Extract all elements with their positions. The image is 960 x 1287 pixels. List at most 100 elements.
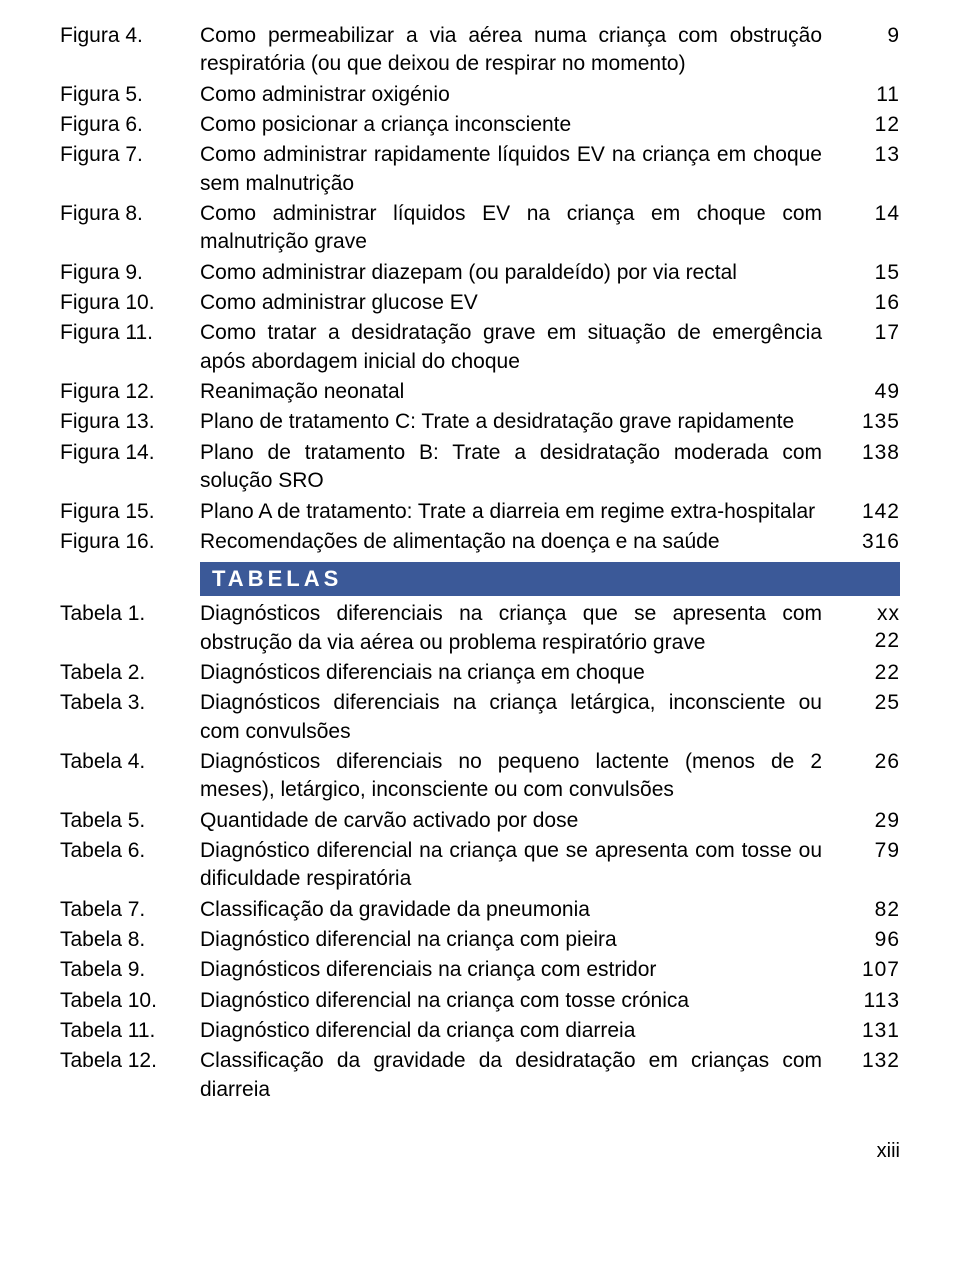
item-label: Tabela 3. <box>60 689 200 717</box>
item-page: 22 <box>840 659 900 687</box>
list-item: Figura 6. Como posicionar a criança inco… <box>60 111 900 139</box>
item-label: Tabela 1. <box>60 600 200 628</box>
item-desc: Diagnóstico diferencial da criança com d… <box>200 1017 840 1045</box>
item-desc: Plano A de tratamento: Trate a diarreia … <box>200 498 840 526</box>
item-page: 29 <box>840 807 900 835</box>
item-page: 12 <box>840 111 900 139</box>
item-page: 131 <box>840 1017 900 1045</box>
item-page-a: xx <box>877 600 900 627</box>
item-desc: Como administrar oxigénio <box>200 81 840 109</box>
item-label: Figura 7. <box>60 141 200 169</box>
list-item: Figura 16. Recomendações de alimentação … <box>60 528 900 556</box>
item-page: 316 <box>840 528 900 556</box>
list-item: Figura 5. Como administrar oxigénio 11 <box>60 81 900 109</box>
item-label: Tabela 8. <box>60 926 200 954</box>
item-page: 17 <box>840 319 900 347</box>
list-item: Tabela 6. Diagnóstico diferencial na cri… <box>60 837 900 894</box>
list-item: Figura 9. Como administrar diazepam (ou … <box>60 259 900 287</box>
list-item: Figura 13. Plano de tratamento C: Trate … <box>60 408 900 436</box>
item-desc: Plano de tratamento B: Trate a desidrata… <box>200 439 840 496</box>
page-container: Figura 4. Como permeabilizar a via aérea… <box>0 0 960 1126</box>
item-desc: Como administrar diazepam (ou paraldeído… <box>200 259 840 287</box>
item-desc: Diagnósticos diferenciais na criança com… <box>200 956 840 984</box>
item-page: 15 <box>840 259 900 287</box>
list-item: Tabela 8. Diagnóstico diferencial na cri… <box>60 926 900 954</box>
item-desc: Como administrar glucose EV <box>200 289 840 317</box>
item-label: Tabela 12. <box>60 1047 200 1075</box>
list-item: Figura 11. Como tratar a desidratação gr… <box>60 319 900 376</box>
item-label: Figura 16. <box>60 528 200 556</box>
item-page: 16 <box>840 289 900 317</box>
item-label: Figura 9. <box>60 259 200 287</box>
item-desc: Diagnósticos diferenciais na criança que… <box>200 600 840 657</box>
list-item: Figura 10. Como administrar glucose EV 1… <box>60 289 900 317</box>
item-desc: Recomendações de alimentação na doença e… <box>200 528 840 556</box>
item-page: 79 <box>840 837 900 865</box>
tabelas-header: TABELAS <box>200 562 900 596</box>
item-page: 135 <box>840 408 900 436</box>
list-item: Figura 7. Como administrar rapidamente l… <box>60 141 900 198</box>
item-label: Tabela 9. <box>60 956 200 984</box>
list-item: Figura 15. Plano A de tratamento: Trate … <box>60 498 900 526</box>
item-label: Tabela 5. <box>60 807 200 835</box>
item-label: Tabela 2. <box>60 659 200 687</box>
item-page: 82 <box>840 896 900 924</box>
item-page: 107 <box>840 956 900 984</box>
item-label: Figura 4. <box>60 22 200 50</box>
item-label: Tabela 6. <box>60 837 200 865</box>
item-desc: Como administrar rapidamente líquidos EV… <box>200 141 840 198</box>
item-label: Tabela 10. <box>60 987 200 1015</box>
list-item: Tabela 4. Diagnósticos diferenciais no p… <box>60 748 900 805</box>
item-page: 138 <box>840 439 900 467</box>
item-desc: Diagnóstico diferencial na criança com t… <box>200 987 840 1015</box>
list-item: Tabela 2. Diagnósticos diferenciais na c… <box>60 659 900 687</box>
item-desc: Como permeabilizar a via aérea numa cria… <box>200 22 840 79</box>
item-page: 14 <box>840 200 900 228</box>
item-page: 113 <box>840 987 900 1015</box>
list-item: Figura 8. Como administrar líquidos EV n… <box>60 200 900 257</box>
list-item: Tabela 9. Diagnósticos diferenciais na c… <box>60 956 900 984</box>
item-desc: Como tratar a desidratação grave em situ… <box>200 319 840 376</box>
list-item: Tabela 10. Diagnóstico diferencial na cr… <box>60 987 900 1015</box>
list-item: Tabela 3. Diagnósticos diferenciais na c… <box>60 689 900 746</box>
item-label: Figura 6. <box>60 111 200 139</box>
item-desc: Como posicionar a criança inconsciente <box>200 111 840 139</box>
list-item: Figura 14. Plano de tratamento B: Trate … <box>60 439 900 496</box>
item-page: 49 <box>840 378 900 406</box>
item-page: xx 22 <box>840 600 900 655</box>
item-label: Figura 5. <box>60 81 200 109</box>
item-label: Figura 12. <box>60 378 200 406</box>
list-item: Tabela 7. Classificação da gravidade da … <box>60 896 900 924</box>
item-label: Figura 13. <box>60 408 200 436</box>
list-item: Tabela 12. Classificação da gravidade da… <box>60 1047 900 1104</box>
item-desc: Diagnóstico diferencial na criança com p… <box>200 926 840 954</box>
item-desc: Como administrar líquidos EV na criança … <box>200 200 840 257</box>
item-desc: Diagnóstico diferencial na criança que s… <box>200 837 840 894</box>
item-desc: Classificação da gravidade da desidrataç… <box>200 1047 840 1104</box>
item-desc: Classificação da gravidade da pneumonia <box>200 896 840 924</box>
list-item: Figura 4. Como permeabilizar a via aérea… <box>60 22 900 79</box>
list-item: Tabela 5. Quantidade de carvão activado … <box>60 807 900 835</box>
item-desc: Diagnósticos diferenciais na criança em … <box>200 659 840 687</box>
list-item: Tabela 1. Diagnósticos diferenciais na c… <box>60 600 900 657</box>
item-page-b: 22 <box>875 627 900 654</box>
item-page: 132 <box>840 1047 900 1075</box>
item-label: Figura 10. <box>60 289 200 317</box>
item-desc: Reanimação neonatal <box>200 378 840 406</box>
item-desc: Plano de tratamento C: Trate a desidrata… <box>200 408 840 436</box>
item-page: 142 <box>840 498 900 526</box>
item-label: Figura 14. <box>60 439 200 467</box>
item-label: Tabela 4. <box>60 748 200 776</box>
list-item: Tabela 11. Diagnóstico diferencial da cr… <box>60 1017 900 1045</box>
item-desc: Diagnósticos diferenciais no pequeno lac… <box>200 748 840 805</box>
item-desc: Quantidade de carvão activado por dose <box>200 807 840 835</box>
item-label: Figura 15. <box>60 498 200 526</box>
item-page: 9 <box>840 22 900 50</box>
page-number: xiii <box>0 1140 960 1163</box>
item-label: Tabela 11. <box>60 1017 200 1045</box>
item-page: 25 <box>840 689 900 717</box>
list-item: Figura 12. Reanimação neonatal 49 <box>60 378 900 406</box>
item-page: 11 <box>840 81 900 109</box>
item-label: Figura 8. <box>60 200 200 228</box>
item-page: 13 <box>840 141 900 169</box>
